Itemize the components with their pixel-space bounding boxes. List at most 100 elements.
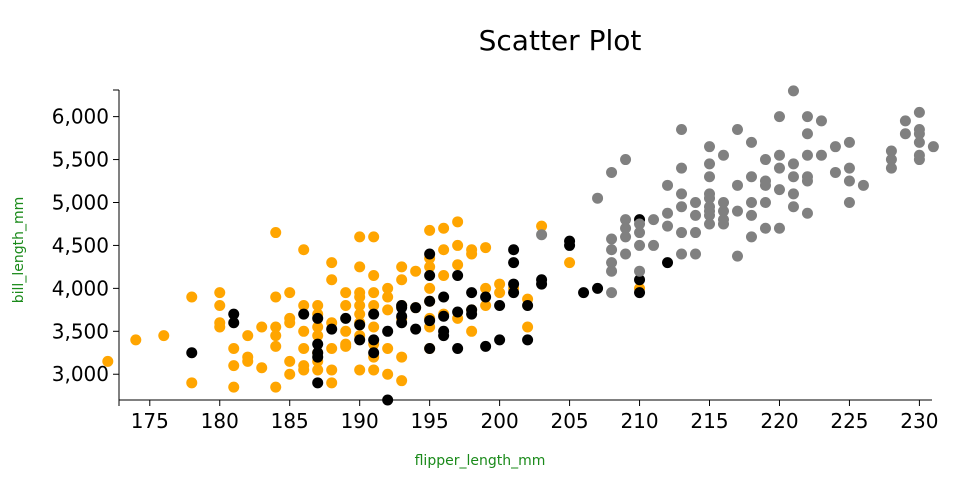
data-point <box>731 205 743 217</box>
data-point <box>228 360 240 372</box>
data-point <box>606 265 618 277</box>
data-point <box>228 342 240 354</box>
chart-title: Scatter Plot <box>479 24 642 57</box>
data-point <box>801 149 813 161</box>
data-point <box>620 214 632 226</box>
data-point <box>592 192 604 204</box>
data-point <box>801 175 813 187</box>
data-point <box>662 257 674 269</box>
data-point <box>620 154 632 166</box>
data-point <box>704 209 716 221</box>
data-point <box>843 162 855 174</box>
data-point <box>424 342 436 354</box>
data-point <box>284 355 296 367</box>
data-point <box>466 248 478 260</box>
data-point <box>494 278 506 290</box>
data-point <box>368 308 380 320</box>
data-point <box>773 111 785 123</box>
data-point <box>480 291 492 303</box>
y-axis-label: bill_length_mm <box>11 197 27 303</box>
data-point <box>787 85 799 97</box>
data-point <box>410 323 422 335</box>
data-point <box>536 278 548 290</box>
data-point <box>899 115 911 127</box>
y-axis: 3,000 3,500 4,000 4,500 5,000 5,500 6,000 <box>52 89 120 400</box>
data-point <box>466 325 478 337</box>
data-point <box>704 218 716 230</box>
data-point <box>270 227 282 239</box>
data-point <box>424 295 436 307</box>
x-tick-label: 205 <box>550 409 588 433</box>
data-point <box>396 274 408 286</box>
x-tick-label: 185 <box>271 409 309 433</box>
data-point <box>228 317 240 329</box>
data-point <box>424 282 436 294</box>
y-tick-label: 5,500 <box>52 148 109 172</box>
data-point <box>857 179 869 191</box>
data-point <box>130 334 142 346</box>
data-point <box>787 201 799 213</box>
data-point <box>186 377 198 389</box>
x-tick-label: 175 <box>131 409 169 433</box>
data-point <box>452 216 464 228</box>
data-point <box>102 355 114 367</box>
data-point <box>801 207 813 219</box>
data-point <box>606 257 618 269</box>
data-point <box>270 291 282 303</box>
data-point <box>382 291 394 303</box>
data-point <box>214 287 226 299</box>
series-2 <box>536 85 939 299</box>
data-point <box>312 364 324 376</box>
data-point <box>368 300 380 312</box>
data-point <box>508 244 520 256</box>
data-point <box>731 179 743 191</box>
data-point <box>312 330 324 342</box>
data-point <box>396 302 408 314</box>
data-point <box>438 222 450 234</box>
data-point <box>578 287 590 299</box>
data-point <box>634 287 646 299</box>
data-point <box>424 261 436 273</box>
data-point <box>424 224 436 236</box>
data-point <box>228 381 240 393</box>
data-point <box>704 192 716 204</box>
data-point <box>620 222 632 234</box>
data-point <box>326 342 338 354</box>
data-point <box>620 248 632 260</box>
data-point <box>424 269 436 281</box>
data-point <box>787 171 799 183</box>
series-1 <box>186 214 674 406</box>
data-point <box>843 175 855 187</box>
data-point <box>452 259 464 271</box>
data-point <box>718 205 730 217</box>
data-point <box>186 291 198 303</box>
data-point <box>242 355 254 367</box>
data-point <box>690 209 702 221</box>
data-point <box>340 312 352 324</box>
data-point <box>382 304 394 316</box>
data-point <box>452 342 464 354</box>
data-point <box>773 184 785 196</box>
y-tick-label: 4,000 <box>52 276 109 300</box>
data-point <box>270 330 282 342</box>
data-point <box>536 220 548 232</box>
y-tick-label: 6,000 <box>52 105 109 129</box>
data-point <box>298 300 310 312</box>
data-point <box>704 171 716 183</box>
data-point <box>787 158 799 170</box>
data-point <box>606 287 618 299</box>
data-point <box>815 115 827 127</box>
data-point <box>410 265 422 277</box>
data-point <box>676 227 688 239</box>
data-point <box>270 340 282 352</box>
data-point <box>690 227 702 239</box>
x-axis-label: flipper_length_mm <box>415 453 546 469</box>
data-point <box>648 214 660 226</box>
data-point <box>326 257 338 269</box>
x-axis: 175 180 185 190 195 200 205 210 215 220 225 230 <box>118 399 938 433</box>
data-point <box>326 364 338 376</box>
data-point <box>312 377 324 389</box>
data-point <box>508 287 520 299</box>
data-point <box>312 312 324 324</box>
